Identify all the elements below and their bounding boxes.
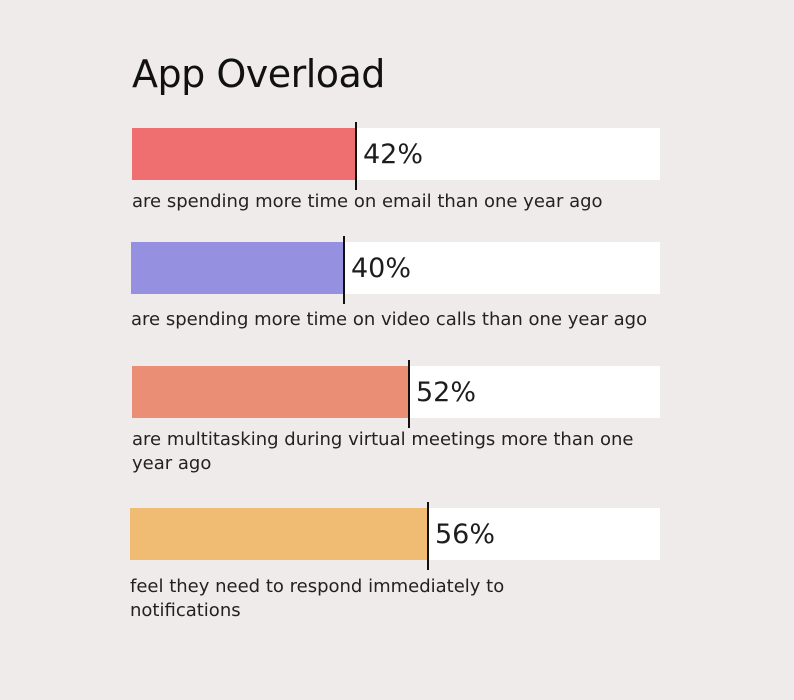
bar-value-label: 42% [363,139,424,170]
bar-track [132,128,660,180]
bar [132,128,355,180]
bar-track [131,242,660,294]
category-label: are spending more time on email than one… [132,191,603,212]
bar-end-marker [427,502,429,570]
bar-end-marker [408,360,410,428]
category-label: are spending more time on video calls th… [131,309,648,330]
bar [132,366,408,418]
category-label: feel they need to respond immediately to… [130,576,505,621]
chart-title: App Overload [132,52,385,96]
bar-value-label: 40% [351,253,412,284]
bar-value-label: 56% [435,519,496,550]
bar-track [132,366,660,418]
bar-end-marker [343,236,345,304]
category-label: are multitasking during virtual meetings… [132,429,634,474]
bar [131,242,343,294]
bar-value-label: 52% [416,377,477,408]
bar [130,508,427,560]
bar-track [130,508,660,560]
bar-end-marker [355,122,357,190]
